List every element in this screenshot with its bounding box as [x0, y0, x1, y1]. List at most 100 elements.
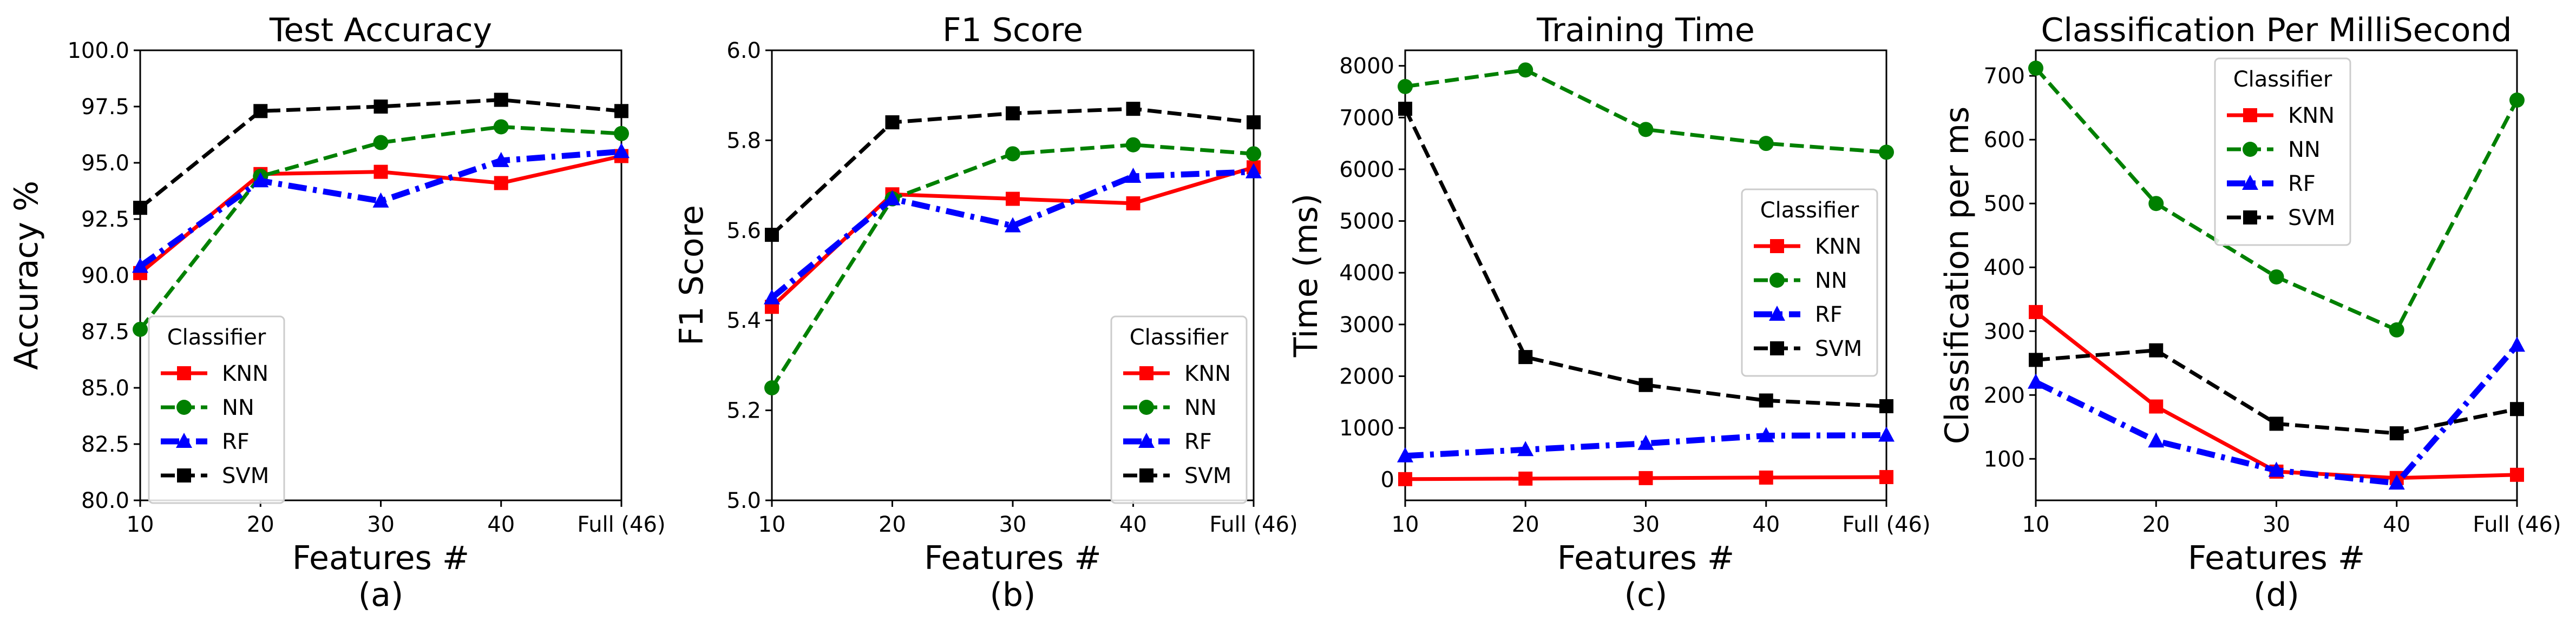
data-point-nn [1638, 122, 1654, 137]
legend-title: Classifier [1130, 325, 1229, 350]
data-point-rf [884, 190, 901, 206]
data-point-knn [1006, 191, 1020, 206]
data-point-rf [1005, 217, 1021, 233]
legend-marker-rf [1769, 306, 1785, 321]
legend-label: RF [222, 429, 250, 454]
subplot-2: F1 Score 10 20 30 40 Full (46) 5.0 5.2 5.4 5.6 5.8… [673, 11, 1298, 614]
data-point-rf [2388, 474, 2405, 490]
y-tick-label: 5000 [1339, 209, 1394, 234]
x-tick-label: 10 [127, 512, 154, 537]
y-axis-label: F1 Score [673, 205, 711, 346]
legend-marker-knn [1139, 366, 1153, 380]
data-point-rf [2268, 461, 2285, 477]
y-tick-label: 87.5 [81, 320, 129, 345]
y-tick-label: 700 [1984, 64, 2025, 89]
data-point-rf [1517, 441, 1534, 457]
data-point-nn [1005, 146, 1020, 162]
data-point-nn [133, 321, 148, 337]
legend-marker-knn [1770, 239, 1784, 253]
x-tick-label: 20 [879, 512, 906, 537]
data-point-nn [493, 119, 509, 135]
y-axis-label: Accuracy % [8, 181, 45, 370]
data-point-nn [2148, 196, 2164, 211]
chart-title: Training Time [1536, 11, 1755, 49]
data-point-svm [253, 104, 268, 118]
data-point-knn [1759, 470, 1773, 485]
data-point-rf [252, 172, 269, 188]
x-tick-label: 30 [1632, 512, 1660, 537]
data-point-svm [373, 100, 388, 114]
y-tick-label: 100.0 [67, 38, 129, 63]
series-line-rf [1405, 432, 1887, 459]
y-tick-label: 97.5 [81, 95, 129, 120]
legend-label: SVM [1184, 464, 1231, 488]
legend-marker-knn [177, 366, 191, 380]
y-tick-label: 80.0 [81, 488, 129, 513]
legend-marker-nn [2243, 142, 2258, 157]
x-tick-label: 30 [367, 512, 395, 537]
data-point-knn [2149, 399, 2164, 414]
y-axis-label: Classification per ms [1938, 107, 1976, 445]
x-tick-label: Full (46) [1209, 512, 1297, 537]
series-line-rf [770, 169, 1254, 300]
x-tick-label: 30 [999, 512, 1027, 537]
data-point-svm [2510, 402, 2524, 417]
x-tick-label: Full (46) [1842, 512, 1930, 537]
x-tick-label: 20 [2142, 512, 2170, 537]
legend-label: NN [222, 395, 254, 420]
data-point-rf [1125, 167, 1142, 183]
data-point-nn [2509, 92, 2525, 108]
legend-label: RF [1184, 429, 1212, 454]
x-axis-label: Features # [2188, 539, 2365, 577]
series-line-svm [139, 98, 622, 209]
legend-title: Classifier [1760, 198, 1859, 223]
data-point-knn [1879, 470, 1893, 484]
y-axis-label: Time (ms) [1287, 194, 1325, 358]
data-point-nn [1246, 146, 1261, 162]
data-point-rf [372, 192, 389, 208]
legend-label: KNN [1184, 361, 1231, 386]
data-point-svm [494, 92, 508, 107]
data-point-rf [1758, 427, 1774, 442]
subplot-1: Test Accuracy 10 20 30 40 Full (46) 80.0 82.5 85… [8, 11, 666, 614]
legend-label: NN [1184, 395, 1217, 420]
x-tick-label: 40 [487, 512, 515, 537]
y-tick-label: 90.0 [81, 263, 129, 288]
chart-title: Classification Per MilliSecond [2041, 11, 2512, 49]
legend-box [2214, 57, 2351, 246]
y-tick-label: 1000 [1339, 416, 1394, 441]
y-tick-label: 500 [1984, 191, 2025, 216]
y-tick-label: 6000 [1339, 157, 1394, 182]
legend: Classifier KNN NN RF SVM [1110, 315, 1248, 504]
data-point-svm [1518, 350, 1533, 365]
data-point-svm [133, 201, 147, 215]
x-tick-label: 40 [1119, 512, 1147, 537]
x-tick-label: Full (46) [577, 512, 665, 537]
data-point-svm [2149, 343, 2164, 358]
data-point-rf [1637, 434, 1654, 450]
x-axis-label: Features # [924, 539, 1101, 577]
series-line-svm [1403, 108, 1887, 408]
legend-marker-svm [1139, 468, 1153, 482]
legend-marker-nn [1139, 400, 1154, 415]
series-line-rf [138, 148, 622, 269]
data-point-rf [132, 257, 148, 273]
chart-title: Test Accuracy [269, 11, 492, 49]
y-tick-label: 5.0 [726, 488, 761, 513]
data-point-nn [614, 125, 629, 141]
data-point-svm [1006, 106, 1020, 121]
x-tick-label: 40 [1752, 512, 1780, 537]
data-point-knn [1398, 472, 1412, 486]
legend-marker-nn [176, 400, 192, 415]
subplot-3: Training Time 10 20 30 40 Full (46) 0 1000 2000 3… [1287, 11, 1931, 614]
legend-label: SVM [1815, 336, 1862, 361]
x-tick-label: Full (46) [2473, 512, 2561, 537]
legend-marker-rf [2242, 175, 2258, 190]
y-tick-label: 5.2 [726, 399, 761, 424]
y-tick-label: 2000 [1339, 364, 1394, 389]
data-point-knn [1518, 471, 1533, 486]
legend-title: Classifier [167, 325, 266, 350]
legend-title: Classifier [2233, 67, 2332, 92]
data-point-svm [1879, 399, 1893, 413]
data-point-nn [2028, 61, 2043, 76]
